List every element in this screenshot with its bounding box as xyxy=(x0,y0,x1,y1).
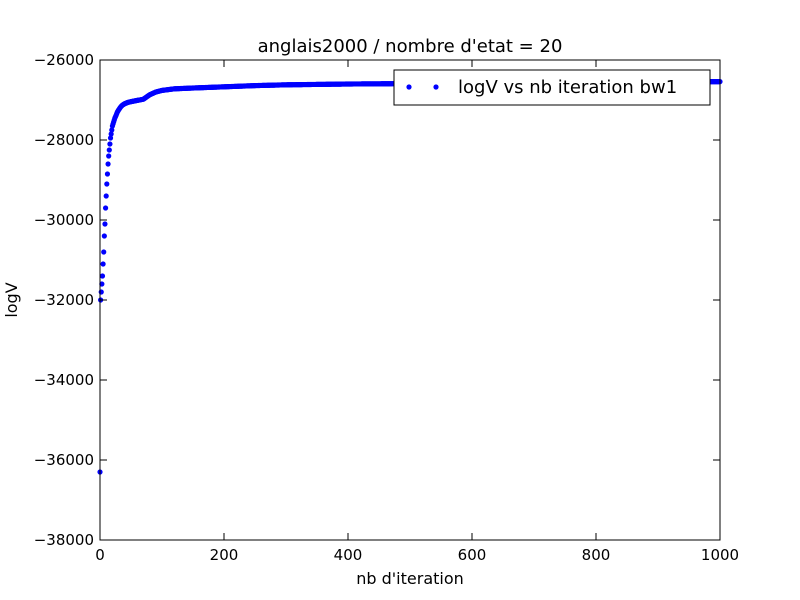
data-point xyxy=(106,147,112,153)
legend: logV vs nb iteration bw1 xyxy=(393,69,711,106)
data-point xyxy=(102,205,109,211)
data-point xyxy=(108,131,114,137)
y-tick-label: −30000 xyxy=(34,211,94,229)
data-point xyxy=(104,171,111,177)
x-tick-label: 400 xyxy=(334,546,363,564)
legend-marker xyxy=(406,84,412,90)
data-point xyxy=(105,161,111,167)
y-tick-label: −38000 xyxy=(34,531,94,549)
data-point xyxy=(103,193,109,199)
data-point xyxy=(106,153,112,159)
data-point xyxy=(101,249,107,255)
data-point xyxy=(98,289,104,295)
legend-marker xyxy=(433,84,439,90)
y-tick-label: −26000 xyxy=(34,51,94,69)
data-point xyxy=(109,127,115,133)
x-tick-label: 200 xyxy=(210,546,239,564)
x-tick-label: 800 xyxy=(582,546,611,564)
x-axis-label: nb d'iteration xyxy=(356,569,464,588)
data-point xyxy=(100,261,106,267)
y-axis-label: logV xyxy=(2,282,21,317)
x-tick-label: 600 xyxy=(458,546,487,564)
axis-ticks: 0 200 400 600 800 1000 −38000 −36000 −34000 −3200… xyxy=(34,51,739,564)
data-point xyxy=(107,135,114,141)
data-point xyxy=(102,221,108,227)
plot-frame xyxy=(99,59,721,541)
data-point xyxy=(107,141,113,147)
data-point xyxy=(104,181,110,187)
data-points xyxy=(97,79,723,475)
y-tick-label: −34000 xyxy=(34,371,94,389)
y-tick-label: −28000 xyxy=(34,131,94,149)
data-point xyxy=(99,281,105,287)
x-tick-label: 0 xyxy=(95,546,105,564)
chart-title: anglais2000 / nombre d'etat = 20 xyxy=(258,36,563,57)
legend-box xyxy=(393,69,711,106)
data-point xyxy=(101,233,107,239)
y-tick-label: −36000 xyxy=(34,451,94,469)
legend-label: logV vs nb iteration bw1 xyxy=(458,77,677,98)
y-tick-label: −32000 xyxy=(34,291,94,309)
x-tick-label: 1000 xyxy=(701,546,739,564)
data-point xyxy=(99,273,106,279)
